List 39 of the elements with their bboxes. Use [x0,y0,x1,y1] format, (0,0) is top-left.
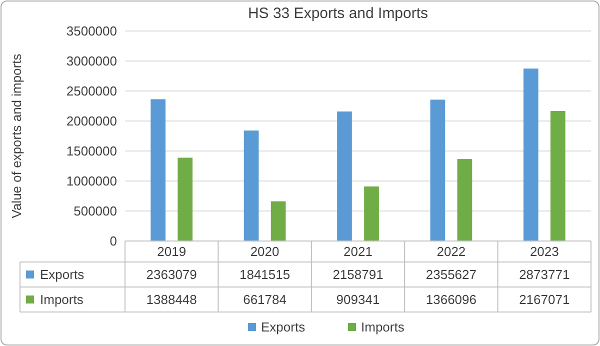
bar [550,110,566,241]
y-tick-label: 1000000 [66,174,117,189]
data-label: 2363079 [146,267,197,282]
bar [457,159,472,241]
data-label: 2355627 [426,267,477,282]
text: Imports [40,292,84,308]
y-tick-label: 1500000 [66,144,117,159]
y-tick-label: 500000 [74,204,117,219]
data-label: 1366096 [426,292,477,308]
bar [337,111,352,241]
legend-label: Exports [40,267,85,282]
data-label: 909341 [336,292,380,308]
bar [523,68,538,241]
x-tick-label: 2023 [530,244,559,260]
chart-title: HS 33 Exports and Imports [248,5,428,22]
text: Exports [261,320,306,335]
x-tick-label: 2022 [436,244,466,260]
y-tick-label: 0 [110,234,117,249]
legend-label: Imports [361,320,405,335]
y-tick-label: 3000000 [66,54,117,69]
x-tick-label: 2021 [344,244,372,260]
x-tick-label: 2019 [157,244,186,260]
bar [150,99,166,241]
data-label: 1388448 [146,292,197,308]
bar [178,158,193,241]
bar [364,186,379,241]
y-tick-label: 2000000 [66,114,117,129]
y-tick-label: 2500000 [66,84,117,99]
bar [244,130,259,241]
bar [430,100,446,241]
bar [270,201,286,241]
data-label: 661784 [243,292,286,308]
data-label: 1841515 [239,267,290,282]
y-axis-title: Value of exports and imports [9,53,24,218]
data-label: 2873771 [519,267,570,282]
x-tick-label: 2020 [250,244,280,260]
data-label: 2167071 [519,292,570,308]
data-label: 2158791 [332,267,384,282]
y-tick-label: 3500000 [66,24,117,39]
